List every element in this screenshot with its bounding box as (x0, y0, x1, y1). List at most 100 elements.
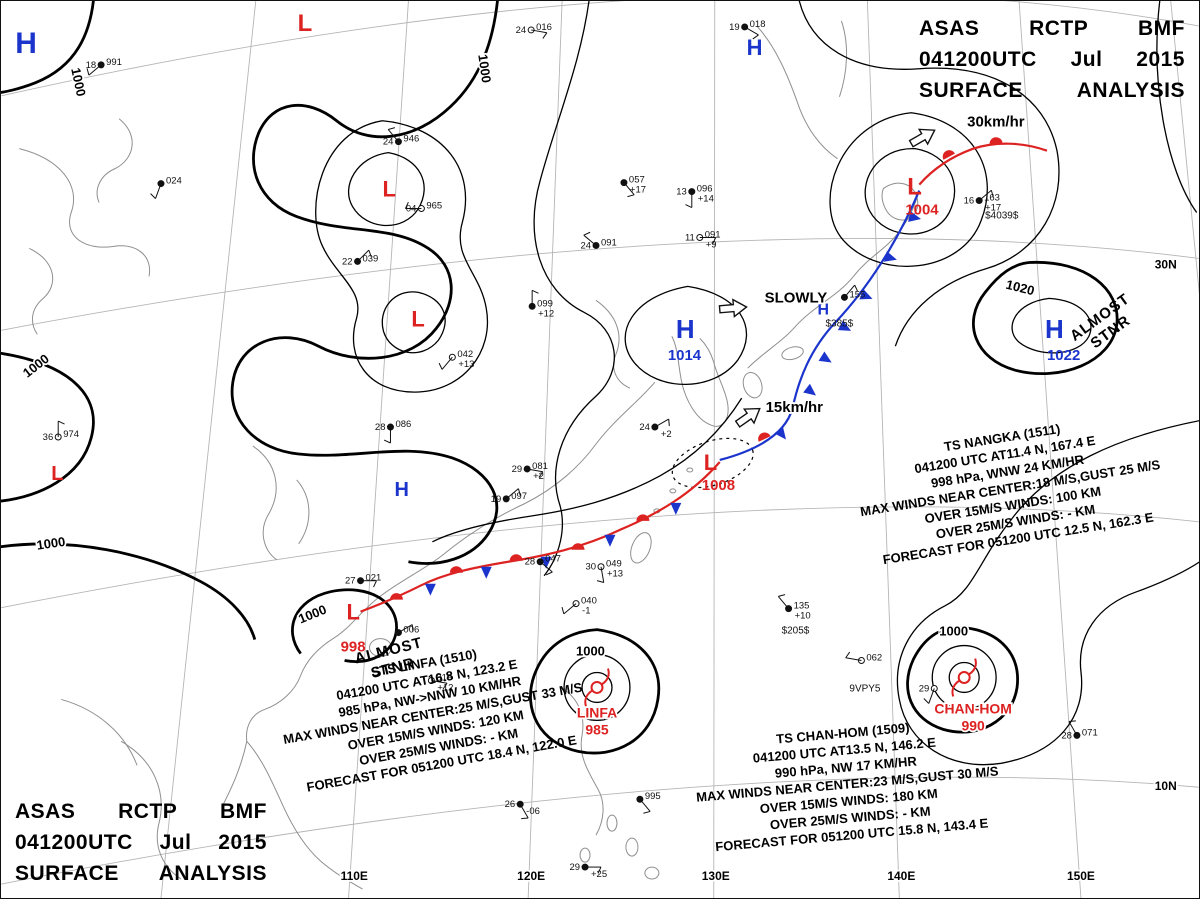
longitude-label: 110E (341, 869, 368, 883)
wind-barb-shaft (519, 803, 529, 819)
isobar-1000-chanhom (906, 626, 1019, 734)
station-temperature: 29 (919, 683, 930, 694)
station-tendency: +2 (661, 429, 672, 440)
station-plot: 155 (840, 284, 865, 301)
wind-barb-shaft (583, 234, 597, 246)
coastline-taiwan (630, 532, 652, 564)
wind-barb-feather (845, 651, 851, 659)
cold-front-triangle-icon (883, 251, 899, 266)
wind-barb-feather (545, 571, 553, 576)
low-pressure-symbol: L (347, 600, 360, 625)
station-plot: 19 018 (729, 19, 765, 40)
low-pressure-symbol: L (907, 174, 922, 201)
station-pressure: 024 (166, 176, 182, 187)
isobar-label: 1000 (36, 534, 67, 553)
isobar (533, 1, 615, 577)
wind-barb-shaft (777, 596, 789, 609)
longitude-line-100e (160, 1, 257, 898)
isobar-1000 (1, 352, 95, 503)
station-temperature: 24 (639, 422, 650, 433)
station-tendency: +17 (630, 185, 646, 196)
coastline-kyushu (742, 372, 763, 399)
product-name: ASAS RCTP BMF (919, 13, 1185, 44)
wind-barb-feather (712, 237, 717, 245)
longitude-line-110e (348, 1, 409, 898)
station-plot: 135+10 (777, 594, 811, 622)
station-temperature: 11 (685, 232, 695, 243)
wind-barb-feather (404, 201, 409, 209)
wind-barb-feather (923, 698, 930, 704)
station-temperature: 28 (375, 422, 386, 433)
station-pressure: 091 (705, 229, 721, 240)
isobar-1004-inner (864, 148, 956, 235)
wind-barb-shaft (527, 468, 543, 473)
title-word: ASAS (919, 17, 980, 40)
station-plot: 28 071 (1061, 720, 1098, 741)
station-pressure: 097 (511, 491, 527, 502)
isobar-label: 1000 (20, 351, 52, 381)
station-pressure: 019 (436, 672, 452, 683)
station-plot: 30 049+13 (585, 559, 623, 583)
center-pressure-value: 1014 (668, 347, 702, 364)
station-tendency: -1 (582, 606, 590, 617)
product-datetime: 041200UTC Jul 2015 (919, 44, 1185, 75)
longitude-line-120e (527, 1, 563, 898)
wind-barb-shaft (744, 26, 759, 36)
wind-barb-shaft (600, 566, 605, 583)
low-pressure-symbol: L (411, 306, 424, 331)
wind-barb-feather (627, 194, 635, 198)
wind-barb-shaft (928, 688, 935, 704)
high-pressure-symbol: H (676, 316, 695, 344)
high-pressure-symbol: H (394, 479, 408, 501)
station-plot: 27 021 (345, 573, 381, 588)
title-block-bottom-left: ASAS RCTP BMF 041200UTC Jul 2015 SURFACE… (15, 796, 267, 889)
station-pressure: 062 (866, 653, 882, 664)
isobar-1004-outer (829, 112, 988, 267)
weather-fronts (360, 136, 1048, 613)
station-pressure: 057 (629, 175, 645, 186)
cold-front-triangle-icon (604, 534, 616, 547)
wind-barb-feather (438, 362, 443, 370)
station-temperature: 36 (43, 432, 54, 443)
station-temperature: 24 (580, 240, 591, 251)
isobar-label: 1000 (296, 602, 328, 627)
map-labels-layer: 1000 1000 1000 1000 1020 1000 1000 1000 H H H 1014 H… (15, 10, 1178, 885)
wind-barb-feather (854, 284, 859, 292)
wind-barb-shaft (505, 488, 519, 500)
wind-barb-feather (542, 32, 548, 39)
movement-arrow-icon (718, 297, 749, 319)
wind-barb-shaft (845, 657, 862, 662)
wind-barb-feather (643, 810, 651, 814)
wind-barb-shaft (441, 356, 453, 370)
station-pressure: 091 (601, 237, 617, 248)
cold-front-triangle-icon (774, 426, 791, 443)
station-temperature: 19 (491, 494, 502, 505)
station-temperature: 18 (86, 60, 97, 71)
isobar-chanhom-ring (948, 661, 980, 694)
product-type: SURFACE ANALYSIS (919, 75, 1185, 106)
center-pressure-value: 998 (341, 639, 366, 656)
wind-barb-shaft (639, 798, 651, 812)
ship-id-label: 9VPY5 (849, 683, 880, 694)
station-plot: 042+13 (438, 349, 474, 370)
center-pressure-value: 1008 (702, 477, 735, 494)
warm-front-semicircle-icon (509, 554, 523, 561)
high-pressure-symbol: H (1045, 316, 1064, 344)
title-word: 041200UTC (919, 48, 1037, 71)
isobar-1000-around-998-low (291, 588, 398, 663)
station-pressure: 099 (537, 298, 553, 309)
station-temperature: 29 (569, 862, 580, 873)
isobar-low-outer-loop (315, 120, 489, 393)
wind-barb-feather (685, 204, 693, 208)
isobar-linfa-ring (581, 671, 613, 704)
station-temperature: 24 (383, 137, 394, 148)
station-plot: 024 (150, 176, 182, 199)
station-pressure: 995 (645, 791, 661, 802)
coastline-island (579, 847, 591, 863)
wind-barb-feather (778, 594, 786, 597)
station-plot: 26 -06 (505, 799, 540, 820)
station-temperature: 27 (345, 576, 356, 587)
station-plot: 24 016 (516, 22, 552, 39)
